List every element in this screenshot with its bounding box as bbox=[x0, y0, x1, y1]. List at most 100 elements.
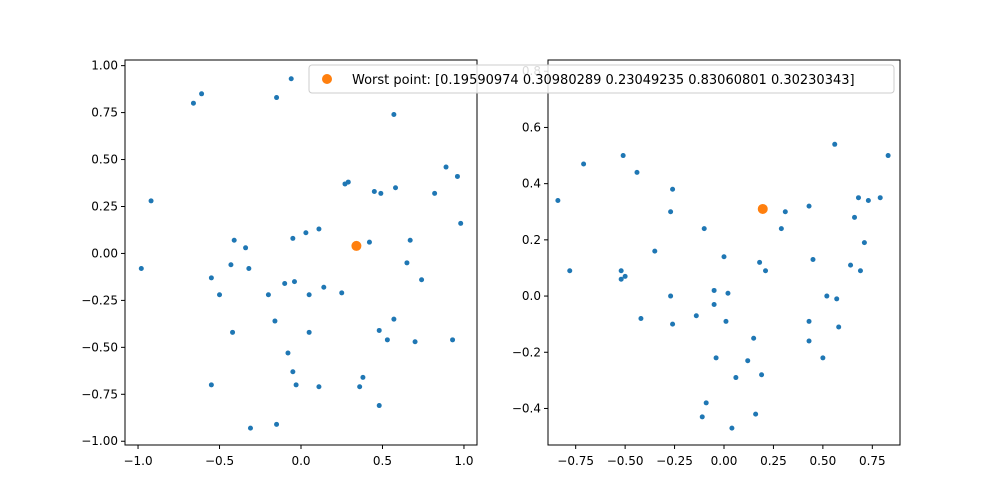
left-x-tick-label-0: −1.0 bbox=[123, 454, 152, 468]
right-series-0-point-44 bbox=[852, 214, 858, 220]
right-series-0-point-26 bbox=[745, 358, 751, 364]
left-series-0-point-39 bbox=[378, 190, 384, 196]
right-x-tick-label-1: −0.50 bbox=[607, 454, 644, 468]
left-series-0-point-29 bbox=[321, 284, 327, 290]
left-series-0-point-45 bbox=[407, 237, 413, 243]
left-series-0-point-22 bbox=[291, 279, 297, 285]
right-series-0-point-12 bbox=[670, 186, 676, 192]
left-series-0-point-26 bbox=[306, 329, 312, 335]
left-x-tick-label-3: 0.5 bbox=[373, 454, 392, 468]
left-series-0-point-50 bbox=[450, 337, 456, 343]
right-series-0-point-36 bbox=[806, 203, 812, 209]
right-series-0-point-8 bbox=[638, 316, 644, 322]
left-series-0-point-36 bbox=[371, 188, 377, 194]
left-y-tick-label-6: 0.50 bbox=[91, 153, 118, 167]
left-series-0-point-41 bbox=[391, 316, 397, 322]
left-data-points bbox=[138, 76, 464, 431]
legend-box bbox=[308, 64, 895, 94]
left-x-tick-label-4: 1.0 bbox=[454, 454, 473, 468]
left-series-0-point-3 bbox=[199, 91, 205, 97]
left-y-tick-label-7: 0.75 bbox=[91, 106, 118, 120]
right-series-0-point-9 bbox=[652, 248, 658, 254]
right-series-1-point-0 bbox=[757, 203, 768, 214]
left-series-0-point-48 bbox=[432, 190, 438, 196]
left-series-0-point-24 bbox=[303, 230, 309, 236]
right-series-0-point-15 bbox=[699, 414, 705, 420]
right-series-0-point-13 bbox=[668, 209, 674, 215]
right-x-tick-label-4: 0.25 bbox=[760, 454, 787, 468]
right-x-tick-label-5: 0.50 bbox=[810, 454, 837, 468]
right-x-axis-ticks: −0.75 −0.50 −0.25 0.00 0.25 0.50 0.75 bbox=[557, 445, 886, 468]
right-series-0-point-41 bbox=[834, 296, 840, 302]
left-series-0-point-10 bbox=[243, 245, 249, 251]
right-series-0-point-37 bbox=[810, 257, 816, 263]
right-series-0-point-10 bbox=[668, 293, 674, 299]
left-series-0-point-21 bbox=[290, 235, 296, 241]
left-x-tick-label-2: 0.0 bbox=[291, 454, 310, 468]
right-series-0-point-46 bbox=[857, 268, 863, 274]
left-series-0-point-5 bbox=[208, 382, 214, 388]
right-series-0-point-47 bbox=[861, 240, 867, 246]
left-series-1-point-0 bbox=[351, 240, 362, 251]
left-series-0-point-1 bbox=[148, 198, 154, 204]
left-series-0-point-14 bbox=[272, 318, 278, 324]
left-series-0-point-40 bbox=[384, 337, 390, 343]
legend-marker-worst-point bbox=[322, 74, 332, 84]
right-series-0-point-42 bbox=[836, 324, 842, 330]
right-series-0-point-3 bbox=[618, 276, 624, 282]
right-series-0-point-50 bbox=[885, 153, 891, 159]
right-series-0-point-34 bbox=[806, 318, 812, 324]
left-series-0-point-0 bbox=[138, 265, 144, 271]
left-series-0-point-13 bbox=[265, 292, 271, 298]
right-series-0-point-22 bbox=[723, 318, 729, 324]
left-series-0-point-44 bbox=[404, 260, 410, 266]
right-y-tick-label-5: 0.6 bbox=[522, 120, 541, 134]
right-series-0-point-24 bbox=[729, 425, 735, 431]
left-series-0-point-33 bbox=[357, 384, 363, 390]
left-y-tick-label-2: −0.50 bbox=[81, 340, 118, 354]
right-series-0-point-5 bbox=[620, 153, 626, 159]
right-series-0-point-14 bbox=[693, 313, 699, 319]
right-x-tick-label-6: 0.75 bbox=[859, 454, 886, 468]
left-scatter-panel: −1.0 −0.5 0.0 0.5 1.0 −1.00 −0.75 −0.50 −0.25 0.… bbox=[81, 59, 478, 468]
left-y-tick-label-8: 1.00 bbox=[91, 59, 118, 73]
left-y-tick-label-4: 0.00 bbox=[91, 246, 118, 260]
left-series-0-point-15 bbox=[274, 95, 280, 101]
left-series-0-point-11 bbox=[246, 265, 252, 271]
left-series-0-point-46 bbox=[412, 339, 418, 345]
right-series-0-point-32 bbox=[778, 226, 784, 232]
right-series-0-point-39 bbox=[824, 293, 830, 299]
left-x-tick-label-1: −0.5 bbox=[205, 454, 234, 468]
left-series-0-point-2 bbox=[190, 100, 196, 106]
left-series-0-point-4 bbox=[208, 275, 214, 281]
right-series-0-point-38 bbox=[820, 355, 826, 361]
right-series-0-point-45 bbox=[855, 195, 861, 201]
right-series-0-point-0 bbox=[555, 198, 561, 204]
right-x-tick-label-2: −0.25 bbox=[656, 454, 693, 468]
right-series-0-point-29 bbox=[757, 259, 763, 265]
left-series-0-point-7 bbox=[228, 262, 234, 268]
right-series-0-point-4 bbox=[618, 268, 624, 274]
right-y-tick-label-3: 0.2 bbox=[522, 233, 541, 247]
left-series-0-point-37 bbox=[376, 327, 382, 333]
right-series-0-point-16 bbox=[701, 226, 707, 232]
right-series-0-point-7 bbox=[634, 169, 640, 175]
left-series-0-point-9 bbox=[231, 237, 237, 243]
left-series-0-point-42 bbox=[391, 111, 397, 117]
left-y-tick-label-5: 0.25 bbox=[91, 199, 118, 213]
right-series-0-point-2 bbox=[581, 161, 587, 167]
left-series-0-point-19 bbox=[288, 76, 294, 82]
left-series-0-point-23 bbox=[293, 382, 299, 388]
left-series-0-point-52 bbox=[458, 220, 464, 226]
right-series-0-point-1 bbox=[567, 268, 573, 274]
right-series-0-point-35 bbox=[806, 338, 812, 344]
left-series-0-point-51 bbox=[454, 173, 460, 179]
right-series-0-point-23 bbox=[725, 290, 731, 296]
left-series-0-point-12 bbox=[247, 425, 253, 431]
right-series-0-point-18 bbox=[711, 287, 717, 293]
right-series-0-point-27 bbox=[751, 335, 757, 341]
right-series-0-point-21 bbox=[721, 254, 727, 260]
right-series-0-point-48 bbox=[865, 198, 871, 204]
left-y-tick-label-1: −0.75 bbox=[81, 387, 118, 401]
right-y-tick-label-4: 0.4 bbox=[522, 177, 541, 191]
